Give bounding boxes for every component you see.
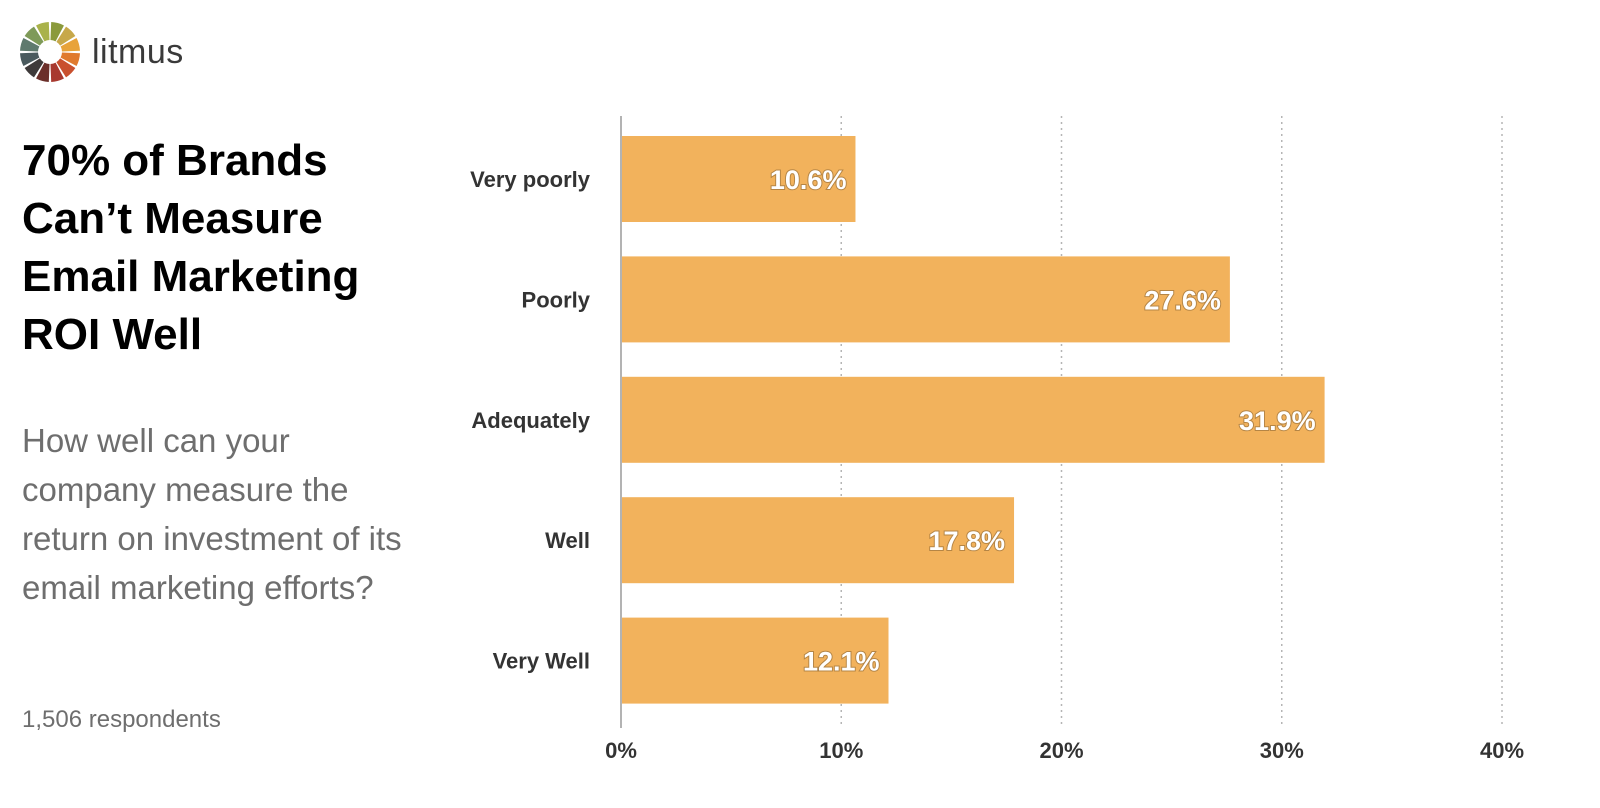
logo-segment (60, 38, 80, 52)
category-label: Adequately (471, 408, 590, 433)
logo-segment (20, 38, 40, 52)
value-label: 27.6% (1144, 285, 1221, 315)
value-label: 10.6% (770, 165, 847, 195)
x-tick-label: 20% (1039, 738, 1083, 763)
category-label: Very Well (493, 649, 590, 674)
x-tick-label: 30% (1260, 738, 1304, 763)
logo-segment (56, 58, 76, 78)
logo-segment (50, 62, 64, 82)
logo-segment (60, 52, 80, 66)
value-label: 12.1% (803, 647, 880, 677)
x-tick-label: 40% (1480, 738, 1524, 763)
x-tick-label: 10% (819, 738, 863, 763)
value-label: 17.8% (928, 526, 1005, 556)
value-label: 31.9% (1239, 406, 1316, 436)
litmus-logo-icon (20, 22, 80, 82)
bar (622, 617, 889, 704)
category-label: Very poorly (470, 167, 591, 192)
logo-segment (20, 52, 40, 66)
x-tick-label: 0% (605, 738, 637, 763)
logo-segment (24, 26, 44, 46)
logo-segment (36, 62, 50, 82)
respondent-count: 1,506 respondents (22, 706, 221, 733)
bar (622, 256, 1230, 343)
headline: 70% of Brands Can’t Measure Email Market… (22, 136, 360, 359)
logo-segment (56, 26, 76, 46)
logo-segment (24, 58, 44, 78)
logo-segment (36, 22, 50, 42)
brand-name: litmus (92, 32, 184, 71)
category-label: Well (545, 528, 590, 553)
survey-question: How well can your company measure the re… (22, 422, 402, 606)
brand-logo: litmus (18, 20, 184, 84)
bar (622, 136, 856, 222)
bar (622, 497, 1015, 584)
logo-segment (50, 22, 64, 42)
bar (622, 376, 1325, 463)
category-label: Poorly (522, 287, 591, 312)
